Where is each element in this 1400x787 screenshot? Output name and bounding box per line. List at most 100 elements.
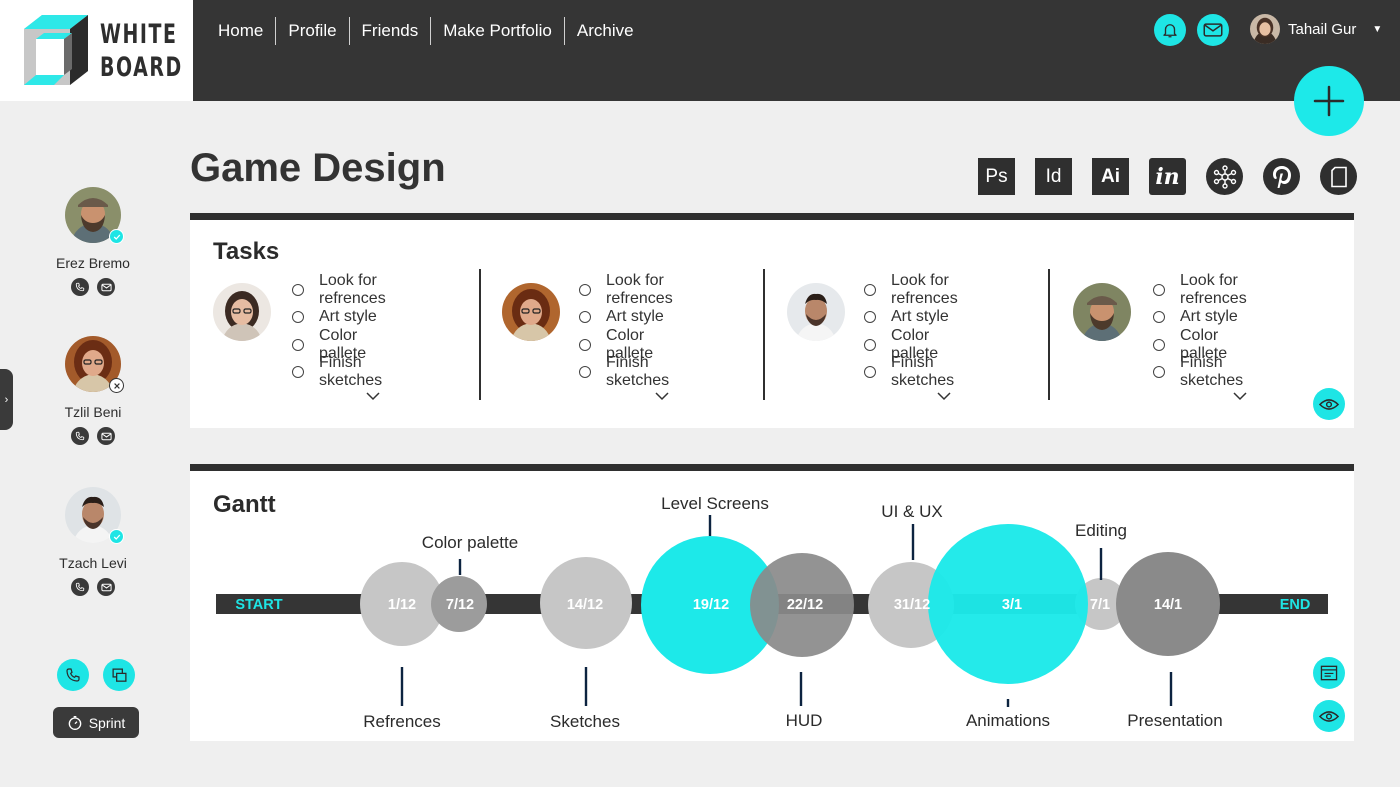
task-item[interactable]: Color pallete [292,327,386,362]
invision-icon[interactable]: in [1149,158,1186,195]
task-radio[interactable] [292,311,304,324]
nav-home[interactable]: Home [218,21,264,40]
task-item[interactable]: Finish sketches [1153,354,1247,389]
view-gantt-button[interactable] [1313,700,1345,732]
logo[interactable]: WHITE BOARD [0,0,193,101]
team-member-erez[interactable]: Erez Bremo [50,187,136,296]
task-item[interactable]: Finish sketches [292,354,386,389]
task-item[interactable]: Art style [579,304,673,332]
task-item[interactable]: Art style [864,304,958,332]
gantt-list-button[interactable] [1313,657,1345,689]
chevron-down-icon[interactable] [655,392,669,401]
notifications-button[interactable] [1154,14,1186,46]
task-radio[interactable] [292,283,304,296]
team-member-tzach[interactable]: Tzach Levi [50,487,136,596]
mail-icon [1203,23,1223,37]
gantt-bubble [431,576,487,632]
task-list: Look for refrences Art style Color palle… [864,272,958,389]
task-item[interactable]: Color pallete [864,327,958,362]
chevron-down-icon[interactable] [1233,392,1247,401]
member-name: Tzlil Beni [64,404,122,420]
user-name: Tahail Gur [1288,20,1357,38]
gantt-date: 7/12 [446,597,474,613]
task-item[interactable]: Color pallete [1153,327,1247,362]
task-item[interactable]: Look for refrences [1153,272,1247,307]
task-radio[interactable] [579,283,591,296]
phone-icon [66,668,80,682]
task-radio[interactable] [1153,338,1165,351]
task-item[interactable]: Color pallete [579,327,673,362]
plus-icon [1313,85,1345,117]
task-item[interactable]: Art style [1153,304,1247,332]
task-list: Look for refrences Art style Color palle… [579,272,673,389]
nav-friends[interactable]: Friends [348,17,431,45]
team-member-tzlil[interactable]: Tzlil Beni [50,336,136,445]
task-radio[interactable] [864,366,876,379]
gantt-timeline: START END 1/12 7/12 14/12 19/12 22/12 31… [216,494,1328,731]
task-item[interactable]: Art style [292,304,386,332]
expand-panel-tab[interactable]: › [0,369,13,430]
windows-icon [111,667,127,682]
task-radio[interactable] [864,283,876,296]
stage-label: Level Screens [661,494,769,513]
indesign-icon[interactable]: Id [1035,158,1072,195]
avatar [502,283,560,341]
task-radio[interactable] [579,366,591,379]
chevron-down-icon[interactable] [366,392,380,401]
call-button[interactable] [57,659,89,691]
illustrator-icon[interactable]: Ai [1092,158,1129,195]
stage-label: Editing [1075,521,1127,540]
phone-icon[interactable] [71,278,89,296]
task-radio[interactable] [1153,311,1165,324]
stage-label: HUD [786,711,823,730]
task-list: Look for refrences Art style Color palle… [1153,272,1247,389]
page-title: Game Design [190,146,446,190]
add-button[interactable] [1294,66,1364,136]
logo-text: WHITE BOARD [100,19,183,83]
gantt-panel: Gantt START END 1/12 [190,464,1354,741]
logo-cube-icon [24,15,88,85]
sprint-label: Sprint [88,714,126,731]
task-radio[interactable] [579,338,591,351]
mail-icon[interactable] [97,427,115,445]
hub-icon[interactable] [1206,158,1243,195]
messages-button[interactable] [1197,14,1229,46]
gantt-bubble [928,524,1088,684]
task-item[interactable]: Look for refrences [579,272,673,307]
chevron-down-icon[interactable] [937,392,951,401]
nav-make-portfolio[interactable]: Make Portfolio [430,17,564,45]
user-menu[interactable]: Tahail Gur ▼ [1250,14,1382,44]
column-divider [1048,269,1050,400]
task-item[interactable]: Finish sketches [579,354,673,389]
task-radio[interactable] [292,366,304,379]
task-radio[interactable] [864,311,876,324]
tasks-panel: Tasks Look for refrences Art style Color… [190,213,1354,428]
screen-share-button[interactable] [103,659,135,691]
nav-archive[interactable]: Archive [563,17,646,45]
gantt-date: 14/1 [1154,597,1182,613]
photoshop-icon[interactable]: Ps [978,158,1015,195]
task-radio[interactable] [1153,366,1165,379]
gantt-date: 19/12 [693,597,729,613]
mail-icon[interactable] [97,278,115,296]
task-item[interactable]: Look for refrences [864,272,958,307]
task-radio[interactable] [292,338,304,351]
view-tasks-button[interactable] [1313,388,1345,420]
stage-label: Animations [966,711,1050,730]
gantt-date: 22/12 [787,597,823,613]
status-check-icon [109,529,124,544]
nav-profile[interactable]: Profile [275,17,348,45]
task-radio[interactable] [1153,283,1165,296]
phone-icon[interactable] [71,427,89,445]
task-item[interactable]: Look for refrences [292,272,386,307]
task-item[interactable]: Finish sketches [864,354,958,389]
sprint-button[interactable]: Sprint [53,707,139,738]
phone-icon[interactable] [71,578,89,596]
task-radio[interactable] [864,338,876,351]
task-radio[interactable] [579,311,591,324]
pinterest-icon[interactable] [1263,158,1300,195]
task-list: Look for refrences Art style Color palle… [292,272,386,389]
mail-icon[interactable] [97,578,115,596]
document-icon[interactable] [1320,158,1357,195]
gantt-date: 14/12 [567,597,603,613]
